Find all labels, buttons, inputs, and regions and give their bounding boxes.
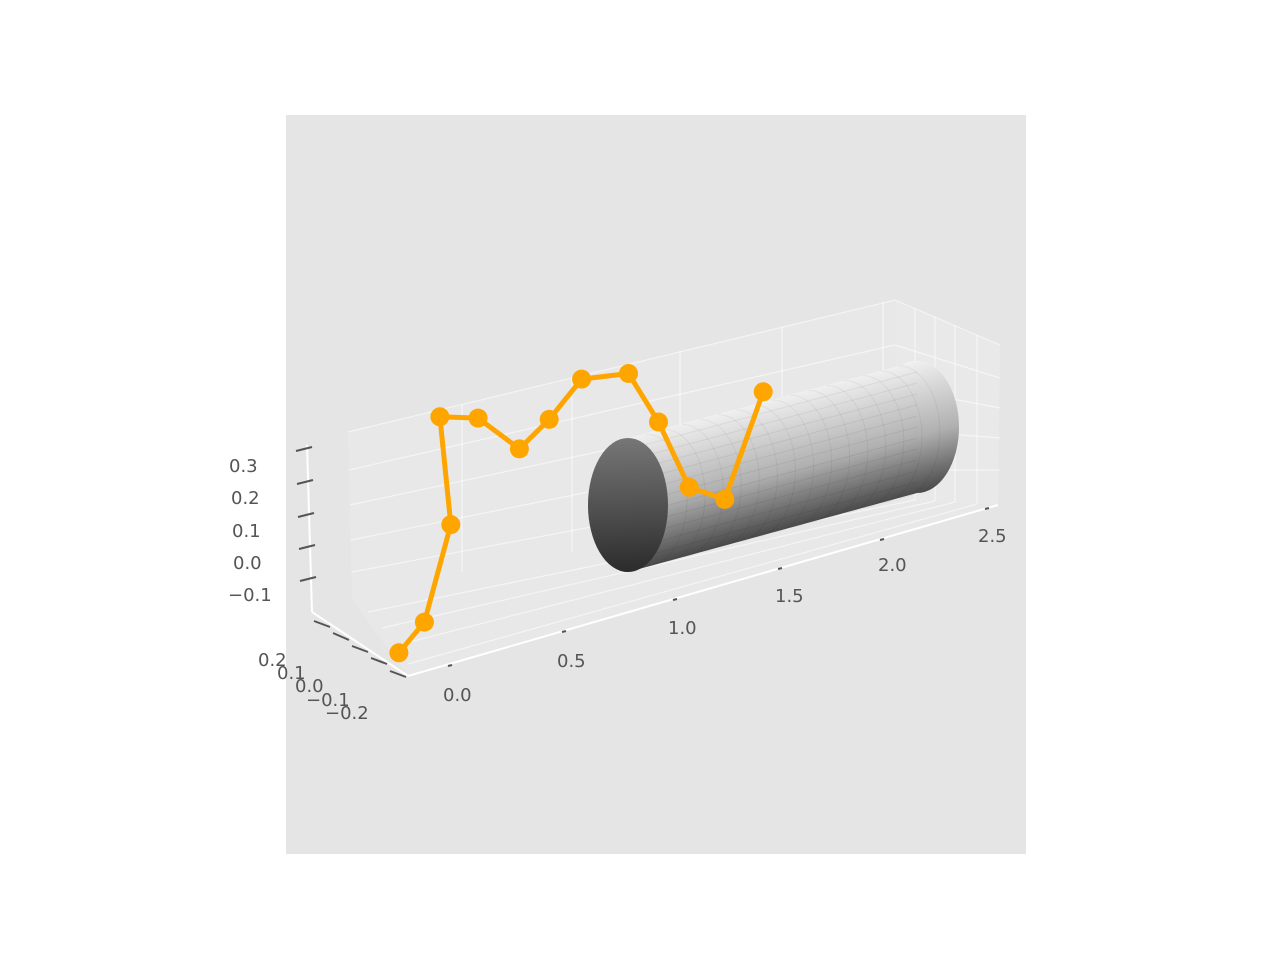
data-point [509,439,529,459]
mesh-ring [790,394,833,528]
data-point [414,612,434,632]
data-point [539,409,559,429]
mesh-ring [772,399,814,533]
x-tick-label: 2.0 [878,555,907,576]
mesh-ring [880,370,923,504]
cylinder-surface [588,361,959,572]
mesh-line [627,481,918,562]
data-point [715,489,735,509]
trajectory [389,364,773,663]
data-point [430,407,450,427]
cylinder-mesh [627,365,941,567]
data-point [441,515,461,535]
mesh-line [627,382,918,461]
cylinder-body [588,361,959,572]
z-tick-label: 0.3 [229,456,258,477]
z-tick-label: 0.0 [233,553,262,574]
y-tick-label: 0.1 [277,663,306,684]
z-tick-labels: 0.3 0.2 0.1 0.0 −0.1 [228,456,272,606]
y-tick-label: 0.2 [258,650,287,671]
data-point [753,382,773,402]
data-point [619,364,638,383]
mesh-line [627,371,918,450]
y-tick-label: −0.1 [306,690,350,711]
mesh-ring [646,433,688,567]
data-point [468,408,488,428]
mesh-line [627,448,918,528]
z-tick-label: −0.1 [228,585,272,606]
y-tick-label: 0.0 [295,676,324,697]
mesh-line [627,437,918,517]
mesh-ring [808,389,851,523]
x-tick-label: 0.0 [443,685,472,706]
tick-marks [295,446,990,678]
x-tick-label: 1.5 [775,586,804,607]
mesh-ring [862,375,905,509]
mesh-ring [700,419,742,552]
x-tick-label: 2.5 [978,526,1007,547]
mesh-line [627,415,918,495]
mesh-ring [718,414,760,548]
mesh-ring [844,380,887,513]
data-point [389,643,409,663]
data-point [649,412,668,432]
axis-lines [306,444,999,677]
x-tick-label: 0.5 [557,651,586,672]
x-tick-label: 1.0 [668,618,697,639]
z-tick-label: 0.1 [232,521,261,542]
series-points [389,364,773,663]
mesh-line [627,459,918,539]
cylinder-near-cap [588,438,668,572]
data-point [679,477,699,497]
mesh-line [627,426,918,506]
mesh-ring [898,365,941,499]
mesh-ring [754,404,796,538]
mesh-line [627,470,918,551]
z-tick-label: 0.2 [231,488,260,509]
mesh-ring [826,384,869,518]
mesh-line [627,404,918,484]
y-tick-label: −0.2 [325,703,369,724]
y-tick-labels: 0.2 0.1 0.0 −0.1 −0.2 [258,650,369,724]
x-tick-labels: 0.0 0.5 1.0 1.5 2.0 2.5 [443,526,1007,706]
data-point [572,369,592,389]
